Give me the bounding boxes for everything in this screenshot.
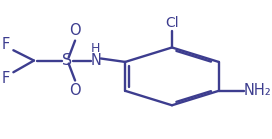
Text: N: N [90,53,101,68]
Text: O: O [69,23,81,38]
Text: Cl: Cl [165,16,179,30]
Text: O: O [69,83,81,98]
Text: S: S [62,53,72,68]
Text: F: F [2,71,10,86]
Text: NH₂: NH₂ [243,83,271,98]
Text: H: H [91,42,100,55]
Text: F: F [2,37,10,52]
